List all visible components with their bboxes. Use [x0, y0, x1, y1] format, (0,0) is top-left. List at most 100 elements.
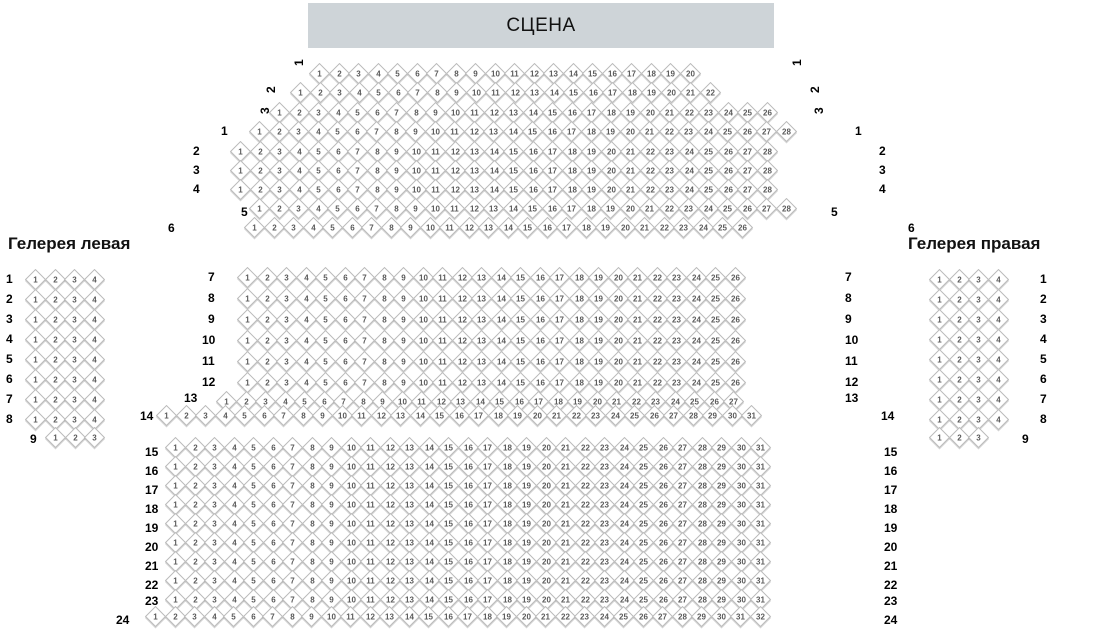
- seat[interactable]: 2: [256, 287, 278, 310]
- seat[interactable]: 9: [392, 266, 415, 289]
- seat[interactable]: 5: [326, 120, 349, 143]
- seat[interactable]: 2: [948, 308, 970, 331]
- seat[interactable]: 21: [679, 81, 702, 104]
- seat[interactable]: 5: [326, 197, 349, 220]
- seat[interactable]: 3: [275, 266, 298, 289]
- seat[interactable]: 2: [44, 268, 66, 291]
- seat[interactable]: 4: [987, 328, 1009, 351]
- seat[interactable]: 28: [775, 120, 797, 143]
- seat[interactable]: 8: [373, 287, 395, 310]
- seat[interactable]: 22: [646, 287, 668, 310]
- seat[interactable]: 4: [348, 81, 370, 104]
- seat[interactable]: 17: [555, 216, 578, 239]
- seat[interactable]: 26: [756, 101, 778, 124]
- seat[interactable]: 2: [44, 348, 66, 371]
- seat[interactable]: 3: [967, 368, 990, 391]
- seat[interactable]: 9: [399, 216, 422, 239]
- seat[interactable]: 9: [404, 197, 427, 220]
- seat[interactable]: 4: [83, 288, 105, 311]
- seat[interactable]: 18: [568, 308, 590, 331]
- seat[interactable]: 14: [497, 216, 519, 239]
- seat[interactable]: 12: [451, 329, 473, 352]
- seat[interactable]: 18: [568, 266, 590, 289]
- seat[interactable]: 18: [568, 329, 590, 352]
- seat[interactable]: 24: [717, 101, 739, 124]
- seat[interactable]: 20: [639, 101, 661, 124]
- seat[interactable]: 5: [314, 329, 337, 352]
- seat[interactable]: 17: [560, 120, 583, 143]
- seat[interactable]: 22: [639, 178, 661, 201]
- seat[interactable]: 15: [521, 120, 544, 143]
- seat[interactable]: 1: [229, 178, 252, 201]
- seat[interactable]: 27: [755, 197, 778, 220]
- seat[interactable]: 2: [948, 268, 970, 291]
- seat[interactable]: 1: [24, 408, 47, 431]
- seat[interactable]: 2: [44, 328, 66, 351]
- seat[interactable]: 10: [412, 371, 434, 394]
- seat[interactable]: 1: [928, 388, 951, 411]
- seat[interactable]: 20: [607, 266, 629, 289]
- seat[interactable]: 4: [295, 371, 317, 394]
- seat[interactable]: 25: [704, 287, 727, 310]
- seat[interactable]: 9: [404, 120, 427, 143]
- seat[interactable]: 3: [63, 328, 86, 351]
- seat[interactable]: 4: [327, 101, 349, 124]
- seat[interactable]: 24: [678, 178, 700, 201]
- seat[interactable]: 26: [724, 329, 746, 352]
- seat[interactable]: 8: [281, 605, 303, 628]
- seat[interactable]: 13: [470, 350, 493, 373]
- seat[interactable]: 20: [607, 287, 629, 310]
- seat[interactable]: 8: [373, 266, 395, 289]
- seat[interactable]: 20: [619, 120, 641, 143]
- seat[interactable]: 4: [295, 329, 317, 352]
- seat[interactable]: 2: [44, 288, 66, 311]
- seat[interactable]: 1: [24, 368, 47, 391]
- seat[interactable]: 3: [63, 368, 86, 391]
- seat[interactable]: 8: [373, 329, 395, 352]
- seat[interactable]: 9: [445, 81, 468, 104]
- seat[interactable]: 20: [515, 605, 537, 628]
- seat[interactable]: 11: [431, 308, 454, 331]
- seat[interactable]: 23: [665, 287, 688, 310]
- seat[interactable]: 3: [194, 404, 217, 427]
- seat[interactable]: 19: [587, 287, 610, 310]
- seat[interactable]: 16: [529, 308, 551, 331]
- seat[interactable]: 2: [948, 388, 970, 411]
- seat[interactable]: 9: [392, 371, 415, 394]
- seat[interactable]: 10: [412, 329, 434, 352]
- seat[interactable]: 14: [490, 329, 512, 352]
- seat[interactable]: 10: [465, 81, 487, 104]
- seat[interactable]: 4: [295, 287, 317, 310]
- seat[interactable]: 1: [144, 605, 167, 628]
- seat[interactable]: 28: [671, 605, 693, 628]
- seat[interactable]: 3: [282, 216, 305, 239]
- seat[interactable]: 22: [699, 81, 721, 104]
- seat[interactable]: 3: [287, 197, 310, 220]
- seat[interactable]: 26: [724, 371, 746, 394]
- seat[interactable]: 3: [275, 371, 298, 394]
- seat[interactable]: 12: [359, 605, 381, 628]
- seat[interactable]: 13: [378, 605, 401, 628]
- seat[interactable]: 2: [948, 426, 970, 449]
- seat[interactable]: 3: [63, 388, 86, 411]
- seat[interactable]: 21: [626, 350, 649, 373]
- seat[interactable]: 26: [736, 197, 758, 220]
- seat[interactable]: 10: [412, 350, 434, 373]
- seat[interactable]: 2: [309, 81, 331, 104]
- seat[interactable]: 14: [502, 120, 524, 143]
- seat[interactable]: 22: [646, 266, 668, 289]
- seat[interactable]: 19: [587, 371, 610, 394]
- seat[interactable]: 2: [175, 404, 197, 427]
- seat[interactable]: 2: [44, 308, 66, 331]
- seat[interactable]: 17: [548, 266, 571, 289]
- seat[interactable]: 6: [334, 266, 356, 289]
- seat[interactable]: 24: [697, 120, 719, 143]
- seat[interactable]: 16: [529, 266, 551, 289]
- seat[interactable]: 1: [248, 197, 271, 220]
- seat[interactable]: 2: [948, 288, 970, 311]
- seat[interactable]: 11: [443, 120, 466, 143]
- seat[interactable]: 17: [548, 350, 571, 373]
- seat[interactable]: 1: [236, 308, 259, 331]
- seat[interactable]: 25: [612, 605, 635, 628]
- seat[interactable]: 2: [268, 120, 290, 143]
